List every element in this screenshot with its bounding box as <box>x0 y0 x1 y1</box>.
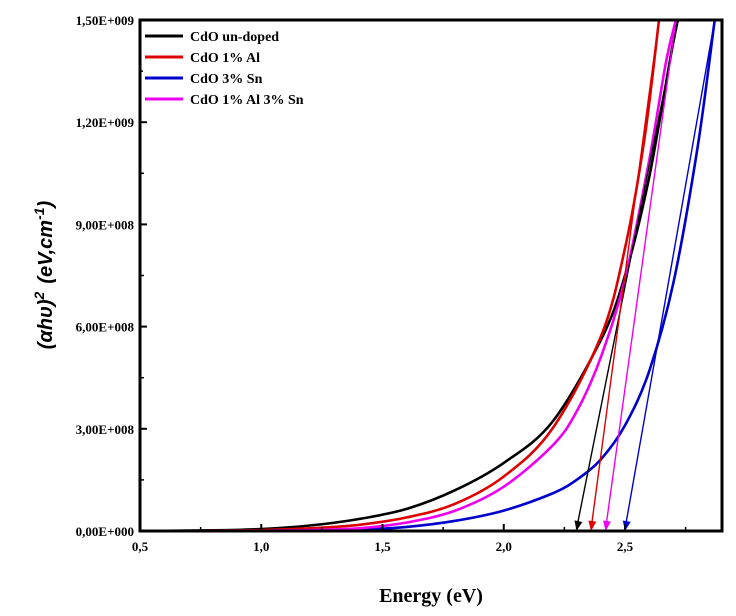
x-axis-title: Energy (eV) <box>379 585 483 607</box>
tangent-arrow <box>603 520 611 531</box>
x-tick-label: 0,5 <box>132 539 149 554</box>
y-axis-title-units: (eV,cm <box>35 220 57 284</box>
y-axis-title-prefix: (αhυ) <box>35 299 57 349</box>
y-tick-label: 1,50E+009 <box>76 13 135 28</box>
y-axis-title-sup: 2 <box>31 291 47 300</box>
y-tick-label: 3,00E+008 <box>76 422 135 437</box>
y-axis-title-units-close: ) <box>35 200 57 209</box>
legend-label: CdO 3% Sn <box>190 72 263 87</box>
legend-label: CdO un-doped <box>190 30 279 45</box>
x-tick-label: 1,0 <box>253 539 269 554</box>
y-tick-label: 1,20E+009 <box>76 115 135 130</box>
y-axis: 0,00E+000 3,00E+008 6,00E+008 9,00E+008 1,20… <box>76 13 147 539</box>
x-axis: 0,5 1,0 1,5 2,0 2,5 <box>132 524 687 554</box>
tangent-arrow <box>588 520 597 531</box>
tangent-line <box>604 19 677 530</box>
tangent-arrow <box>574 520 583 531</box>
legend-label: CdO 1% Al 3% Sn <box>190 93 304 108</box>
y-tick-label: 6,00E+008 <box>76 320 135 335</box>
tangent-layer <box>574 19 716 531</box>
x-tick-label: 2,0 <box>496 539 512 554</box>
y-axis-title-units-sup: -1 <box>31 207 47 220</box>
tangent-line <box>590 19 660 530</box>
tangent-line <box>575 19 680 530</box>
y-tick-label: 0,00E+000 <box>76 524 134 539</box>
legend: CdO un-doped CdO 1% Al CdO 3% Sn CdO 1% Al … <box>143 23 338 115</box>
y-tick-label: 9,00E+008 <box>76 217 135 232</box>
tangent-line <box>624 19 716 530</box>
y-axis-title: (αhυ)2 (eV,cm-1) <box>31 200 57 349</box>
x-tick-label: 2,5 <box>617 539 634 554</box>
x-tick-label: 1,5 <box>374 539 391 554</box>
tangent-arrow <box>622 520 631 531</box>
legend-label: CdO 1% Al <box>190 51 260 66</box>
